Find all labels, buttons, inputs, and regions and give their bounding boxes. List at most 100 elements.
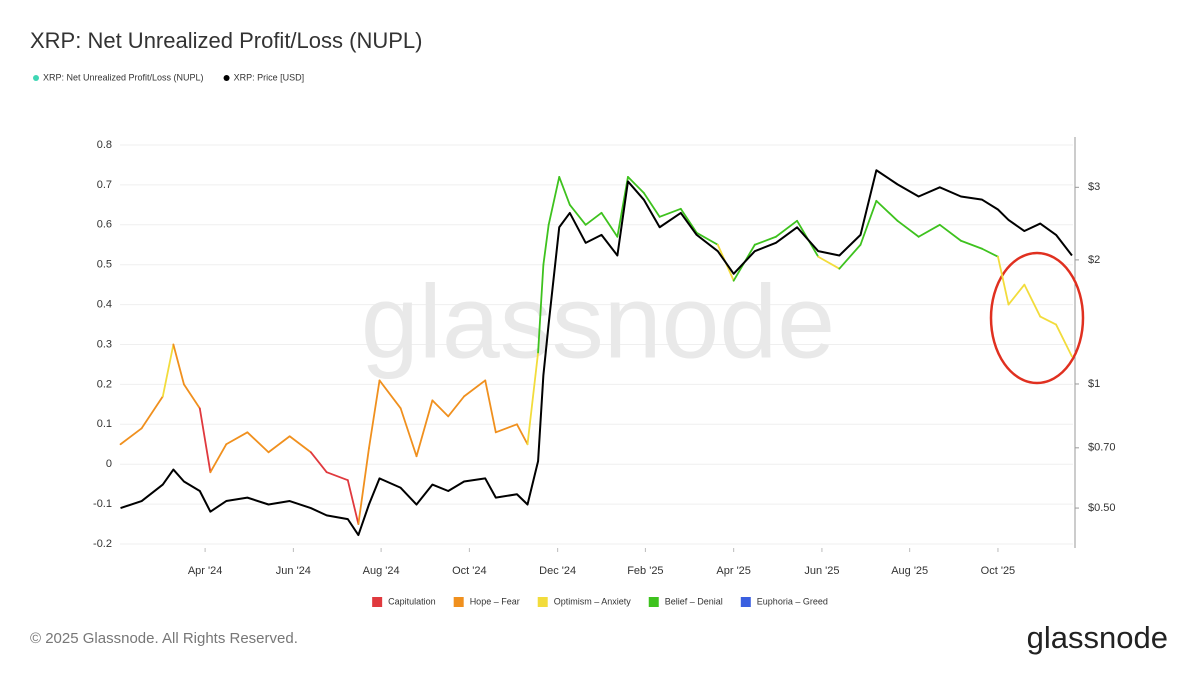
y-tick-label: 0.5 xyxy=(97,259,112,271)
legend-label: XRP: Price [USD] xyxy=(234,72,305,82)
nupl-segment xyxy=(753,235,777,246)
legend-label: XRP: Net Unrealized Profit/Loss (NUPL) xyxy=(43,72,204,82)
zone-legend-label: Capitulation xyxy=(388,596,436,606)
nupl-segment xyxy=(119,427,143,446)
x-tick-label: Apr '24 xyxy=(188,565,223,577)
nupl-segment xyxy=(198,407,212,474)
nupl-segment xyxy=(938,223,962,242)
nupl-segment xyxy=(516,423,529,446)
nupl-segment xyxy=(875,199,899,222)
y2-tick-label: $3 xyxy=(1088,181,1100,193)
x-tick-label: Aug '25 xyxy=(891,565,928,577)
footer: © 2025 Glassnode. All Rights Reserved. xyxy=(30,630,298,647)
legend-marker xyxy=(223,75,230,81)
nupl-segment xyxy=(246,431,270,454)
y-tick-label: -0.1 xyxy=(93,498,112,510)
y-tick-label: 0.7 xyxy=(97,179,112,191)
zone-legend-swatch xyxy=(537,597,548,607)
nupl-segment xyxy=(378,379,402,410)
y2-tick-label: $0.70 xyxy=(1088,442,1116,454)
y2-tick-label: $0.50 xyxy=(1088,502,1116,514)
nupl-segment xyxy=(600,211,619,238)
x-tick-label: Oct '24 xyxy=(452,565,487,577)
nupl-segment xyxy=(183,383,201,410)
legend-marker xyxy=(33,75,39,81)
nupl-segment xyxy=(161,343,175,398)
nupl-segment xyxy=(415,399,434,458)
x-tick-label: Dec '24 xyxy=(539,565,576,577)
nupl-segment xyxy=(817,255,841,270)
zone-legend-label: Euphoria – Greed xyxy=(757,596,828,606)
nupl-segment xyxy=(568,203,587,226)
nupl-segment xyxy=(267,435,291,454)
nupl-segment xyxy=(494,423,518,434)
nupl-segment xyxy=(140,395,164,430)
x-tick-label: Jun '25 xyxy=(804,565,839,577)
nupl-segment xyxy=(399,407,418,458)
nupl-segment xyxy=(537,263,545,354)
x-tick-label: Jun '24 xyxy=(276,565,311,577)
nupl-segment xyxy=(309,451,328,474)
nupl-segment xyxy=(960,239,983,250)
nupl-segment xyxy=(209,443,228,474)
nupl-segment xyxy=(484,379,497,434)
nupl-segment xyxy=(917,223,941,238)
zone-legend-label: Optimism – Anxiety xyxy=(554,596,632,606)
zone-legend-label: Belief – Denial xyxy=(665,596,723,606)
nupl-segment xyxy=(368,379,381,450)
nupl-segment xyxy=(1007,283,1026,306)
zone-legend-swatch xyxy=(648,597,659,607)
nupl-segment xyxy=(225,431,249,446)
nupl-segment xyxy=(896,219,920,238)
y-tick-label: 0.1 xyxy=(97,418,112,430)
x-tick-label: Feb '25 xyxy=(627,565,663,577)
nupl-segment xyxy=(658,207,682,218)
nupl-segment xyxy=(547,176,561,226)
nupl-segment xyxy=(1023,283,1042,318)
y2-tick-label: $1 xyxy=(1088,378,1100,390)
zone-legend-label: Hope – Fear xyxy=(470,596,520,606)
zone-legend-swatch xyxy=(740,597,751,607)
nupl-segment xyxy=(172,343,185,386)
nupl-segment xyxy=(463,379,487,398)
nupl-segment xyxy=(838,243,862,270)
nupl-segment xyxy=(1055,323,1073,358)
y-tick-label: 0.6 xyxy=(97,219,112,231)
nupl-segment xyxy=(542,223,550,266)
nupl-segment xyxy=(288,435,312,454)
highlight-circle xyxy=(989,251,1085,385)
nupl-segment xyxy=(981,247,999,258)
logo: glassnode xyxy=(1027,620,1168,655)
x-tick-label: Apr '25 xyxy=(716,565,751,577)
y-tick-label: 0.4 xyxy=(97,299,112,311)
zone-legend-swatch xyxy=(372,597,383,607)
y-tick-label: -0.2 xyxy=(93,538,112,550)
x-tick-label: Oct '25 xyxy=(981,565,1016,577)
nupl-segment xyxy=(526,351,539,446)
nupl-segment xyxy=(447,395,465,418)
x-tick-label: Aug '24 xyxy=(363,565,400,577)
price-line xyxy=(120,169,1073,537)
nupl-segment xyxy=(997,255,1010,306)
nupl-segment xyxy=(642,191,661,218)
nupl-segment xyxy=(775,219,798,238)
nupl-segment xyxy=(431,399,450,418)
watermark: glassnode xyxy=(361,264,835,380)
nupl-segment xyxy=(357,447,370,525)
nupl-segment xyxy=(695,231,719,246)
zone-legend-swatch xyxy=(453,597,464,607)
nupl-segment xyxy=(859,199,878,246)
y-tick-label: 0.3 xyxy=(97,338,112,350)
chart-title: XRP: Net Unrealized Profit/Loss (NUPL) xyxy=(30,28,422,53)
nupl-segment xyxy=(679,207,698,234)
nupl-segment xyxy=(346,479,360,525)
nupl-segment xyxy=(584,211,603,226)
nupl-segment xyxy=(325,471,349,482)
nupl-segment xyxy=(627,176,645,194)
y-tick-label: 0 xyxy=(106,458,112,470)
nupl-segment xyxy=(558,176,571,206)
y-tick-label: 0.8 xyxy=(97,139,112,151)
y2-tick-label: $2 xyxy=(1088,254,1100,266)
nupl-segment xyxy=(1039,315,1057,326)
